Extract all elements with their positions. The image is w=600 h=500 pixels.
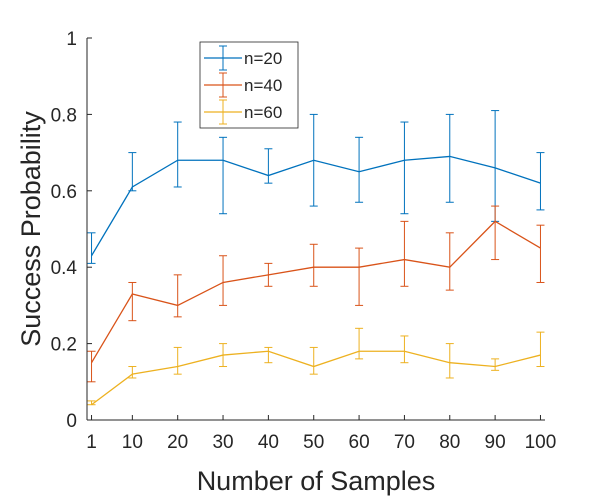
series-line: [91, 350, 541, 406]
x-tick-label: 20: [167, 432, 188, 453]
x-axis-title: Number of Samples: [197, 466, 436, 496]
legend-label: n=20: [244, 49, 282, 68]
y-tick-label: 0.4: [51, 258, 78, 279]
series-n=20: [87, 110, 545, 264]
x-tick-label: 90: [485, 432, 506, 453]
series-line: [90, 220, 541, 364]
legend: n=20 n=40 n=60: [199, 41, 299, 129]
y-tick-label: 1: [66, 29, 77, 50]
series-layer: [87, 110, 545, 406]
x-tick-label: 40: [258, 432, 279, 453]
x-tick-label: 10: [122, 432, 143, 453]
x-tick-label: 70: [394, 432, 415, 453]
legend-label: n=60: [244, 103, 282, 122]
y-axis-title: Success Probability: [16, 111, 46, 347]
series-n=40: [87, 205, 545, 383]
x-tick-label: 50: [303, 432, 324, 453]
x-tick-label: 60: [349, 432, 370, 453]
y-tick-label: 0.8: [51, 105, 77, 126]
x-tick-label: 1: [86, 432, 97, 453]
legend-label: n=40: [244, 76, 282, 95]
x-tick-label: 30: [212, 432, 233, 453]
y-tick-label: 0: [66, 411, 77, 432]
x-tick-label: 80: [439, 432, 460, 453]
y-tick-label: 0.2: [51, 335, 77, 356]
series-n=60: [87, 327, 545, 406]
axes: 1 10 20 30 40 50 60 70 80 90 100 0 0.2 0.4 0.6 0.8 1: [51, 29, 557, 453]
y-tick-label: 0.6: [51, 182, 77, 203]
x-tick-label: 100: [525, 432, 557, 453]
